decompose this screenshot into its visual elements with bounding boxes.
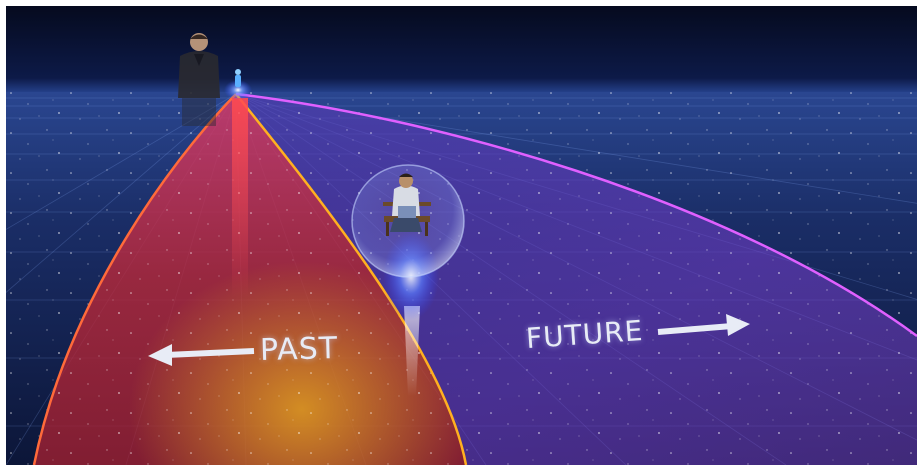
seated-man-figure bbox=[383, 173, 431, 236]
standing-man-figure bbox=[178, 33, 220, 126]
sky bbox=[6, 6, 917, 96]
arrow-right-icon bbox=[657, 314, 750, 336]
spacetime-scene: PAST FUTURE bbox=[6, 6, 917, 465]
apex-glow bbox=[224, 80, 252, 100]
past-future-divider bbox=[235, 93, 468, 465]
star-field bbox=[6, 92, 917, 465]
observer-figure-small bbox=[235, 69, 241, 87]
future-region-edge bbox=[235, 92, 917, 338]
observer-beam bbox=[404, 306, 420, 396]
spacetime-illustration bbox=[6, 6, 917, 465]
past-label: PAST bbox=[259, 330, 339, 369]
past-worldline-beam bbox=[232, 98, 248, 298]
arrow-left-icon bbox=[148, 344, 255, 366]
past-cone-left-edge bbox=[32, 93, 237, 465]
